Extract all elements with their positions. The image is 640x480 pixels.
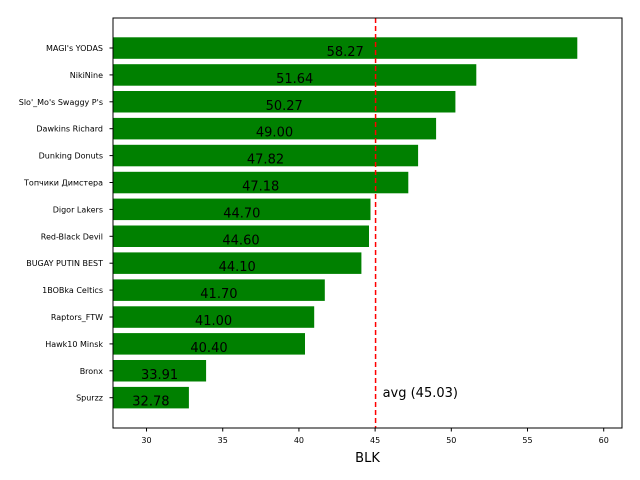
y-tick-label: Red-Black Devil (41, 232, 103, 241)
x-ticks-group: 30 35 40 45 50 55 60 (141, 428, 609, 445)
y-tick-label: BUGAY PUTIN BEST (26, 259, 103, 268)
plot-frame (112, 17, 623, 429)
y-tick-label: Bronx (80, 367, 104, 376)
bar-value-label: 44.60 (222, 233, 259, 248)
bar-value-label: 51.64 (276, 72, 313, 87)
y-tick-label: NikiNine (70, 71, 103, 80)
x-tick-label: 60 (599, 436, 609, 445)
bars-group (113, 37, 578, 409)
y-tick-label: MAGI's YODAS (46, 44, 103, 53)
bar-value-label: 41.00 (195, 314, 232, 329)
bar (113, 279, 325, 301)
bar (113, 333, 305, 355)
y-tick-label: Dunking Donuts (39, 152, 103, 161)
value-labels-group: 58.27 51.64 50.27 49.00 47.82 47.18 44.70 44.60… (132, 45, 364, 410)
x-axis-label: BLK (355, 451, 380, 466)
bar (113, 360, 207, 382)
bar-value-label: 40.40 (190, 341, 227, 356)
x-tick-label: 30 (141, 436, 151, 445)
bar (113, 306, 315, 328)
x-tick-label: 35 (218, 436, 228, 445)
bar (113, 117, 437, 140)
bar-value-label: 32.78 (132, 395, 169, 410)
bar (113, 144, 419, 167)
y-tick-label: Raptors_FTW (51, 313, 103, 322)
bar-value-label: 44.10 (219, 260, 256, 275)
x-tick-label: 55 (522, 436, 532, 445)
bar-value-label: 50.27 (266, 99, 303, 114)
y-tick-label: Digor Lakers (53, 205, 103, 214)
bar-value-label: 58.27 (327, 45, 364, 60)
bar-value-label: 47.18 (242, 180, 279, 195)
bar-value-label: 47.82 (247, 153, 284, 168)
bar (113, 37, 578, 59)
bar (113, 225, 369, 247)
bar (113, 386, 189, 409)
bar (113, 64, 477, 86)
y-tick-label: Hawk10 Minsk (45, 340, 103, 349)
x-tick-label: 45 (370, 436, 380, 445)
bar (113, 91, 456, 113)
y-tick-label: Dawkins Richard (36, 125, 103, 134)
bar (113, 198, 371, 221)
y-tick-label: Топчики Димстера (23, 179, 103, 188)
x-tick-label: 40 (294, 436, 304, 445)
bar-value-label: 49.00 (256, 126, 293, 141)
y-tick-label: 1BOBka Celtics (42, 286, 103, 295)
bar-value-label: 41.70 (200, 287, 237, 302)
plot-area (113, 18, 622, 428)
bar (113, 171, 409, 194)
average-label: avg (45.03) (383, 386, 458, 401)
bar-value-label: 44.70 (223, 206, 260, 221)
y-tick-label: Slo'_Mo's Swaggy P's (19, 98, 103, 107)
bar (113, 252, 362, 274)
y-tick-label: Spurzz (76, 394, 103, 403)
x-tick-label: 50 (446, 436, 456, 445)
category-labels-group: MAGI's YODAS NikiNine Slo'_Mo's Swaggy P's… (19, 44, 113, 403)
bar-value-label: 33.91 (141, 368, 178, 383)
